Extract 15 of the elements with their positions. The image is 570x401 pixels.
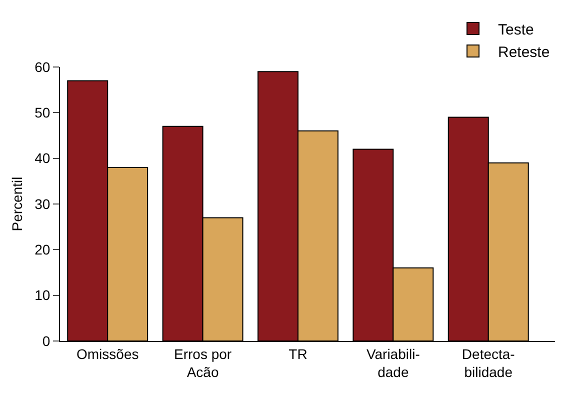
- x-tick-label: Variabili- dade: [366, 346, 420, 380]
- legend-label: Reteste: [498, 44, 550, 61]
- y-tick-label: 0: [42, 332, 50, 349]
- y-tick-label: 60: [34, 58, 50, 75]
- y-tick-label: 20: [34, 242, 50, 258]
- y-axis-title: Percentil: [9, 176, 25, 232]
- x-tick-label: Detecta- bilidade: [462, 346, 516, 380]
- y-tick-label: 10: [34, 287, 50, 304]
- legend-label: Teste: [498, 21, 534, 38]
- x-tick-label: Erros por Acão: [174, 346, 232, 380]
- y-tick-label: 50: [34, 104, 50, 121]
- x-tick-label: Omissões: [76, 346, 139, 362]
- y-tick-label: 30: [34, 196, 50, 212]
- y-tick-label: 40: [34, 150, 50, 166]
- x-tick-label: TR: [288, 346, 308, 362]
